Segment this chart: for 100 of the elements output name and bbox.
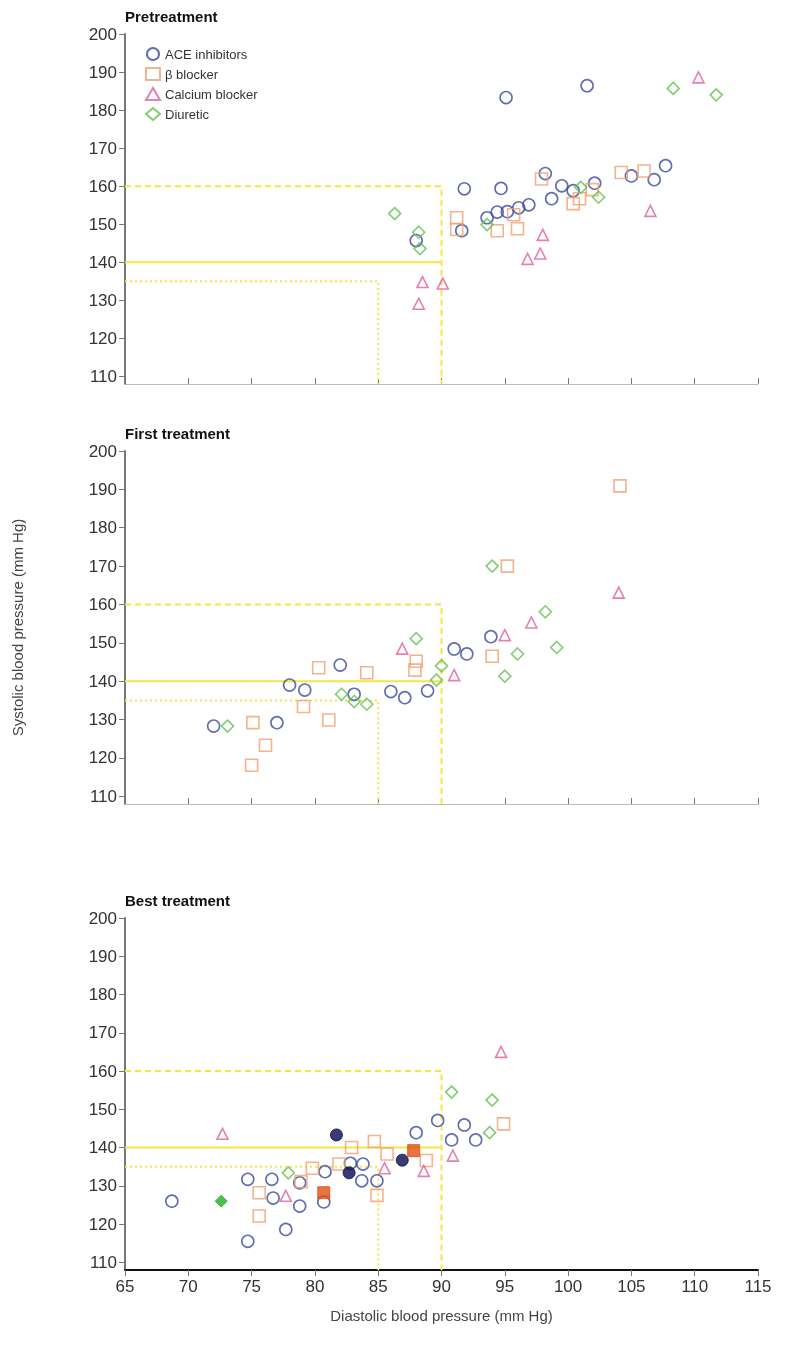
point <box>580 78 594 93</box>
point <box>378 1161 391 1175</box>
point <box>305 1161 320 1176</box>
y-tick-label: 120 <box>88 328 117 348</box>
point <box>329 1128 343 1142</box>
point <box>420 684 435 698</box>
point <box>266 1191 280 1205</box>
point <box>387 206 402 221</box>
point <box>411 225 426 240</box>
y-tick-label: 150 <box>88 214 117 234</box>
y-tick-label: 170 <box>88 138 117 158</box>
legend-label: Calcium blocker <box>165 86 259 102</box>
point <box>317 1186 331 1200</box>
point <box>500 204 515 219</box>
point <box>613 479 627 493</box>
point <box>485 1093 499 1107</box>
y-tick-label: 200 <box>88 441 117 461</box>
point <box>370 1174 384 1188</box>
point <box>521 252 534 266</box>
y-tick-label: 120 <box>88 748 117 768</box>
point <box>332 1157 346 1171</box>
point <box>538 166 553 181</box>
y-tick-label: 110 <box>89 786 117 806</box>
point <box>246 715 260 730</box>
point <box>525 616 538 629</box>
point <box>480 217 494 232</box>
point <box>292 1199 307 1213</box>
point <box>637 164 651 178</box>
point <box>278 1222 293 1237</box>
point <box>384 684 398 699</box>
y-tick-label: 130 <box>88 1176 117 1196</box>
y-tick-label: 190 <box>88 946 117 966</box>
point <box>468 1133 483 1147</box>
x-tick-label: 95 <box>495 1277 515 1296</box>
point <box>591 190 606 205</box>
point <box>510 221 525 236</box>
point <box>347 694 361 709</box>
y-tick-label: 110 <box>89 366 117 386</box>
point <box>494 181 508 196</box>
y-tick-label: 170 <box>88 1023 117 1043</box>
x-tick-label: 85 <box>368 1277 388 1296</box>
y-tick-label: 140 <box>88 1138 117 1158</box>
point <box>220 719 235 733</box>
point <box>490 205 504 219</box>
point <box>318 1164 332 1179</box>
point <box>460 647 474 661</box>
y-tick-label: 180 <box>88 518 117 538</box>
point <box>241 1172 255 1187</box>
point <box>447 668 461 682</box>
point <box>296 699 311 714</box>
point <box>666 81 680 96</box>
point <box>624 169 639 183</box>
point <box>449 222 464 237</box>
point <box>334 687 349 702</box>
point <box>498 628 512 642</box>
point <box>244 758 259 773</box>
point <box>216 1127 229 1141</box>
y-tick-label: 150 <box>88 633 117 653</box>
point <box>647 172 661 187</box>
y-tick-label: 200 <box>88 24 117 44</box>
x-tick-label: 110 <box>681 1277 709 1296</box>
point <box>482 1125 497 1140</box>
point <box>408 663 422 677</box>
point <box>333 658 348 672</box>
point <box>395 642 409 655</box>
point <box>270 715 284 730</box>
y-tick-label: 160 <box>88 176 117 196</box>
legend-label: Diuretic <box>165 106 210 122</box>
point <box>409 631 423 646</box>
point <box>522 198 536 212</box>
point <box>485 559 499 573</box>
point <box>412 297 426 311</box>
point <box>536 228 550 242</box>
point <box>206 719 221 733</box>
point <box>485 649 499 664</box>
y-tick-label: 110 <box>89 1252 117 1272</box>
point <box>258 738 273 753</box>
point <box>367 1134 382 1149</box>
point <box>447 642 461 656</box>
point <box>344 1140 359 1155</box>
point <box>370 1188 384 1203</box>
point <box>572 191 587 206</box>
point <box>356 1157 370 1171</box>
y-axis-title: Systolic blood pressure (mm Hg) <box>9 518 26 737</box>
point <box>494 1045 508 1059</box>
point <box>554 179 569 193</box>
point <box>430 1113 445 1128</box>
point <box>413 241 427 256</box>
point <box>241 1234 255 1249</box>
point <box>511 201 526 215</box>
x-tick-label: 75 <box>242 1277 262 1296</box>
point <box>409 654 423 669</box>
point <box>538 604 553 619</box>
y-tick-label: 160 <box>88 594 117 614</box>
point <box>454 223 469 238</box>
point <box>444 1085 459 1099</box>
y-tick-label: 130 <box>88 710 117 730</box>
point <box>347 687 361 702</box>
point <box>534 172 549 186</box>
y-tick-label: 130 <box>88 290 117 310</box>
